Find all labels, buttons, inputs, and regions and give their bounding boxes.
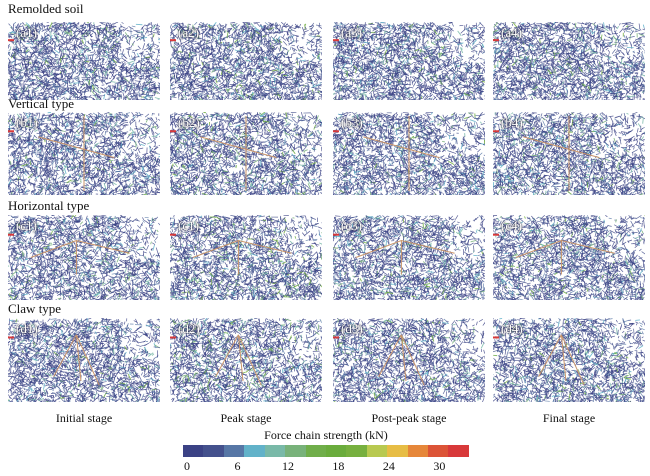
force-chain-network — [170, 112, 322, 195]
colorbar-tick-label: 0 — [184, 459, 190, 473]
force-chain-panel: (a1) — [8, 22, 160, 100]
colorbar-swatch — [183, 445, 204, 457]
force-chain-network — [8, 22, 160, 100]
panel-label: (c3) — [341, 218, 362, 233]
force-chain-network — [8, 318, 160, 402]
colorbar-title: Force chain strength (kN) — [264, 428, 388, 442]
panel-label: (b1) — [16, 115, 38, 130]
colorbar-tick-label: 6 — [234, 459, 241, 473]
column-label: Peak stage — [220, 411, 272, 425]
force-chain-network — [170, 318, 322, 402]
column-label: Final stage — [542, 411, 596, 425]
panel-label: (a2) — [178, 25, 199, 40]
force-chain-network — [333, 318, 485, 402]
force-chain-panel: (b2) — [170, 112, 322, 195]
panel-label: (d1) — [16, 321, 38, 336]
force-chain-network — [333, 215, 485, 300]
colorbar-swatch — [407, 445, 429, 457]
force-chain-network — [333, 22, 485, 100]
colorbar-tick-label: 30 — [433, 459, 446, 473]
force-chain-network — [170, 215, 322, 300]
force-chain-panel: (d1) — [8, 318, 160, 402]
colorbar-swatch — [244, 445, 265, 457]
force-chain-panel: (d3) — [333, 318, 485, 402]
panel-label: (b3) — [341, 115, 363, 130]
force-chain-panel: (b3) — [333, 112, 485, 195]
colorbar-swatch — [285, 445, 306, 457]
panel-label: (d2) — [178, 321, 200, 336]
force-chain-network — [493, 22, 645, 100]
force-chain-panel: (c4) — [493, 215, 645, 300]
panel-label: (a3) — [341, 25, 362, 40]
colorbar-swatch — [203, 445, 224, 457]
colorbar — [183, 445, 469, 457]
force-chain-network — [333, 112, 485, 195]
colorbar-tick-label: 12 — [281, 459, 294, 473]
column-label: Post-peak stage — [371, 411, 447, 425]
force-chain-network — [493, 215, 645, 300]
row-title: Horizontal type — [8, 198, 90, 213]
column-label: Initial stage — [55, 411, 113, 425]
colorbar-swatch — [448, 445, 469, 457]
panel-label: (b4) — [501, 115, 523, 130]
force-chain-panel: (b1) — [8, 112, 160, 195]
colorbar-tick-label: 18 — [332, 459, 345, 473]
force-chain-network — [8, 215, 160, 300]
panel-label: (a1) — [16, 25, 37, 40]
panel-label: (c4) — [501, 218, 522, 233]
colorbar-swatch — [305, 445, 326, 457]
force-chain-panel: (b4) — [493, 112, 645, 195]
panel-label: (b2) — [178, 115, 200, 130]
colorbar-swatch — [264, 445, 286, 457]
colorbar-swatch — [223, 445, 245, 457]
colorbar-swatch — [366, 445, 388, 457]
colorbar-swatch — [428, 445, 449, 457]
force-chain-panel: (d2) — [170, 318, 322, 402]
force-chain-network — [493, 318, 645, 402]
force-chain-network — [493, 112, 645, 195]
colorbar-tick-label: 24 — [382, 459, 395, 473]
force-chain-panel: (c1) — [8, 215, 160, 300]
panel-label: (c1) — [16, 218, 37, 233]
panel-label: (a4) — [501, 25, 522, 40]
row-title: Remolded soil — [8, 1, 84, 16]
force-chain-panel: (c3) — [333, 215, 485, 300]
row-title: Claw type — [8, 301, 62, 316]
force-chain-panel: (c1) — [170, 215, 322, 300]
panel-label: (d3) — [341, 321, 363, 336]
force-chain-panel: (a4) — [493, 22, 645, 100]
panel-label: (c1) — [178, 218, 199, 233]
row-title: Vertical type — [8, 96, 75, 111]
colorbar-swatch — [346, 445, 367, 457]
panel-label: (d4) — [501, 321, 523, 336]
colorbar-swatch — [387, 445, 408, 457]
force-chain-network — [170, 22, 322, 100]
force-chain-panel: (d4) — [493, 318, 645, 402]
colorbar-swatch — [325, 445, 347, 457]
force-chain-network — [8, 112, 160, 195]
force-chain-panel: (a2) — [170, 22, 322, 100]
force-chain-panel: (a3) — [333, 22, 485, 100]
